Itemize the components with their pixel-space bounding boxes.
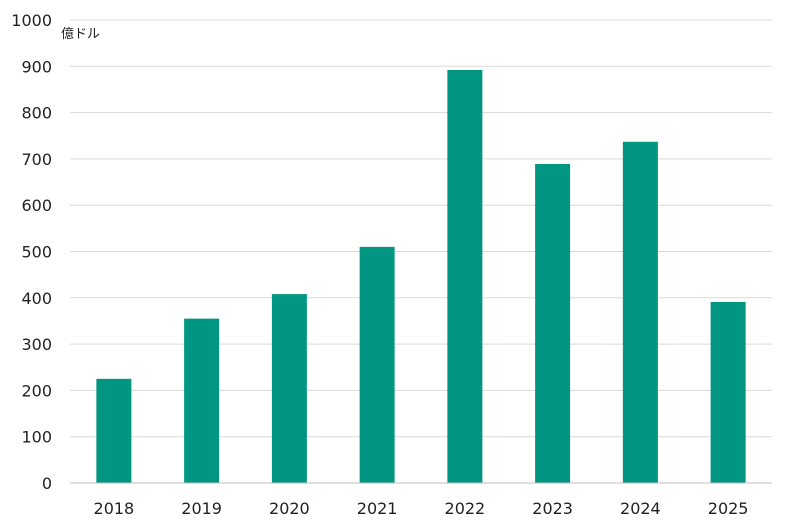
bars (96, 70, 746, 484)
bar-2023 (535, 163, 571, 484)
x-axis-labels: 2018 2019 2020 2021 2022 2023 2024 2025 (94, 499, 749, 518)
y-tick-label: 0 (42, 474, 52, 493)
x-tick-label: 2018 (94, 499, 135, 518)
bar-2024 (622, 141, 658, 484)
bar-2019 (184, 318, 220, 483)
x-tick-label: 2019 (181, 499, 222, 518)
y-tick-label: 900 (21, 57, 52, 76)
y-tick-label: 700 (21, 150, 52, 169)
bar-2025 (710, 301, 746, 483)
x-tick-label: 2022 (445, 499, 486, 518)
y-tick-label: 300 (21, 335, 52, 354)
x-tick-label: 2025 (708, 499, 749, 518)
x-tick-label: 2020 (269, 499, 310, 518)
x-tick-label: 2021 (357, 499, 398, 518)
bar-2021 (359, 246, 395, 483)
y-tick-label: 100 (21, 428, 52, 447)
y-tick-label: 800 (21, 104, 52, 123)
y-tick-label: 600 (21, 196, 52, 215)
y-tick-label: 500 (21, 243, 52, 262)
x-tick-label: 2023 (532, 499, 573, 518)
gridlines (70, 19, 772, 438)
y-tick-label: 1000 (11, 11, 52, 30)
y-tick-label: 400 (21, 289, 52, 308)
bar-2022 (447, 70, 483, 483)
y-axis-ticks: 0 100 200 300 400 500 600 700 800 900 1000 (11, 11, 52, 493)
bar-2020 (271, 294, 307, 483)
x-tick-label: 2024 (620, 499, 661, 518)
y-tick-label: 200 (21, 381, 52, 400)
bar-2018 (96, 378, 132, 483)
unit-label: 億ドル (61, 26, 100, 42)
